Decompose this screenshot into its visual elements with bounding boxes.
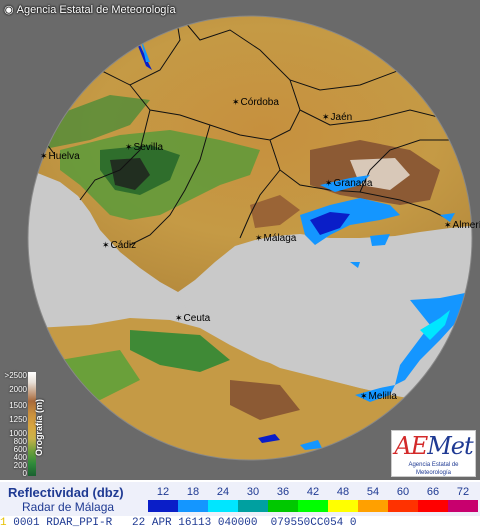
reflectivity-legend: Reflectividad (dbz) Radar de Málaga 12 18… [0, 482, 480, 516]
reflectivity-level: 60 [396, 486, 410, 498]
city-label: Córdoba [232, 97, 279, 108]
reflectivity-level: 36 [276, 486, 290, 498]
radar-name: Radar de Málaga [22, 500, 115, 514]
globe-icon: ◉ [4, 4, 14, 16]
reflectivity-level: 54 [366, 486, 380, 498]
reflectivity-level: 42 [306, 486, 320, 498]
city-label: Sevilla [125, 142, 163, 153]
status-line: 1 0001 RDAR_PPI-R 22 APR 16113 040000 07… [0, 516, 480, 530]
city-label: Granada [325, 178, 373, 189]
reflectivity-swatch [268, 500, 298, 512]
city-label: Almería [444, 220, 480, 231]
reflectivity-level: 72 [456, 486, 470, 498]
reflectivity-swatch [148, 500, 178, 512]
city-label: Jaén [322, 112, 353, 123]
city-label: Málaga [255, 233, 297, 244]
orography-legend: >2500 2000 1500 1250 1000 800 600 400 20… [4, 371, 44, 478]
reflectivity-swatches [148, 500, 478, 512]
reflectivity-level: 24 [216, 486, 230, 498]
reflectivity-title: Reflectividad (dbz) [8, 485, 124, 500]
reflectivity-level: 66 [426, 486, 440, 498]
reflectivity-level: 30 [246, 486, 260, 498]
reflectivity-swatch [418, 500, 448, 512]
city-label: Melilla [360, 391, 397, 402]
reflectivity-level: 48 [336, 486, 350, 498]
city-label: Ceuta [175, 313, 211, 324]
reflectivity-swatch [448, 500, 478, 512]
reflectivity-level: 12 [156, 486, 170, 498]
orography-color-bar [28, 372, 36, 476]
orography-title: Orografía (m) [34, 398, 44, 456]
reflectivity-level: 18 [186, 486, 200, 498]
radar-map [0, 0, 480, 480]
reflectivity-swatch [178, 500, 208, 512]
reflectivity-swatch [208, 500, 238, 512]
city-label: Huelva [40, 151, 80, 162]
reflectivity-swatch [358, 500, 388, 512]
reflectivity-swatch [238, 500, 268, 512]
reflectivity-swatch [388, 500, 418, 512]
credit-text: ◉ Agencia Estatal de Meteorología [4, 3, 176, 17]
city-label: Cádiz [102, 240, 137, 251]
reflectivity-swatch [298, 500, 328, 512]
reflectivity-swatch [328, 500, 358, 512]
reflectivity-levels: 12 18 24 30 36 42 48 54 60 66 72 [148, 486, 478, 498]
aemet-logo: AEMet Agencia Estatal de Meteorología [391, 430, 476, 477]
